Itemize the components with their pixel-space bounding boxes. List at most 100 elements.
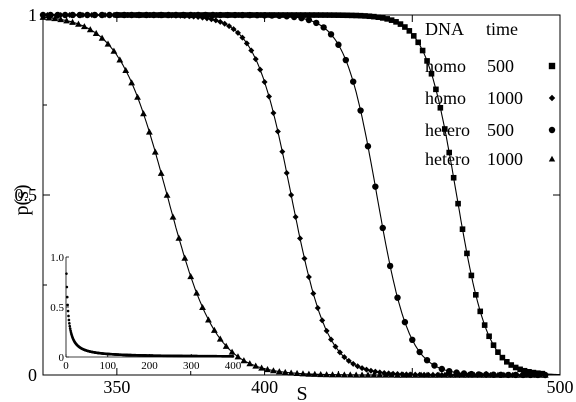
data-point (431, 362, 438, 369)
data-point (486, 333, 492, 340)
legend-header-time: time (486, 19, 518, 39)
data-point (288, 192, 295, 198)
data-point (477, 308, 484, 315)
data-point (354, 363, 361, 370)
data-point (305, 274, 312, 281)
data-point (246, 360, 254, 367)
data-point (379, 15, 386, 21)
data-point (80, 23, 88, 30)
inset-data-point (67, 318, 71, 322)
legend: DNA time homo 500 homo 1000 hetero 500 hetero 1… (425, 19, 556, 169)
x-tick-label: 400 (251, 377, 278, 397)
data-point (446, 149, 453, 156)
data-point (116, 56, 124, 63)
y-tick-label: 1 (28, 5, 37, 25)
data-point (240, 357, 248, 364)
data-point (508, 362, 515, 368)
data-point (336, 349, 343, 356)
data-point (268, 12, 276, 19)
data-point (234, 353, 242, 360)
data-point (248, 47, 255, 54)
plot-frame (42, 14, 561, 376)
inset-x-tick-label: 200 (141, 360, 158, 372)
data-point (375, 14, 382, 20)
legend-marker (548, 62, 556, 70)
data-point (266, 93, 273, 100)
data-point (104, 40, 112, 47)
data-point (151, 148, 159, 155)
data-point (335, 41, 342, 48)
data-point (401, 318, 409, 326)
data-point (323, 327, 330, 334)
data-point (239, 34, 246, 41)
data-point (441, 126, 448, 132)
data-point (428, 70, 435, 77)
fit-line (43, 14, 560, 376)
data-point (314, 304, 321, 311)
data-point (92, 29, 100, 37)
data-point (372, 183, 379, 190)
data-point (310, 290, 317, 297)
axes: 350 400 500 0 0.5 1 (15, 5, 574, 397)
data-point (252, 362, 260, 369)
legend-entry-homo-1000: homo 1000 (425, 88, 556, 108)
data-point (69, 18, 76, 25)
data-point (86, 26, 94, 33)
data-point (346, 371, 354, 378)
data-point (281, 368, 289, 376)
data-point (257, 66, 264, 73)
inset-x-tick-label: 300 (183, 360, 200, 372)
data-point (157, 169, 165, 176)
data-point (145, 128, 153, 135)
data-point (433, 86, 439, 93)
legend-label: homo (425, 88, 466, 108)
data-point (221, 20, 228, 27)
data-point (298, 14, 305, 22)
data-point (313, 19, 320, 27)
data-point (228, 348, 236, 355)
data-point (340, 371, 348, 378)
y-tick-label: 0.5 (15, 185, 38, 205)
legend-label: hetero (425, 149, 470, 169)
data-point (297, 235, 304, 242)
data-point (275, 368, 283, 375)
inset-data-point (68, 322, 71, 325)
data-point (270, 367, 277, 374)
inset-y-tick-label: 1.0 (50, 252, 64, 264)
series-homo-500 (43, 12, 561, 377)
data-point (406, 28, 413, 34)
data-point (274, 128, 281, 135)
legend-label: homo (425, 56, 466, 76)
data-point (320, 24, 327, 31)
data-point (264, 365, 271, 373)
data-point (51, 15, 59, 22)
chart-marks (39, 11, 561, 379)
data-point (283, 13, 290, 20)
data-point (305, 16, 313, 24)
data-point (350, 360, 357, 367)
inset-data-point (65, 285, 69, 289)
fit-line (43, 14, 561, 376)
data-point (261, 79, 268, 86)
data-point (384, 16, 390, 22)
data-point (490, 342, 497, 348)
data-point (323, 371, 331, 378)
data-point (350, 78, 357, 85)
x-axis-label: S (296, 383, 307, 402)
data-point (319, 317, 326, 324)
data-point (175, 234, 183, 241)
data-point (364, 143, 372, 150)
data-point (371, 13, 377, 20)
data-point (362, 13, 368, 19)
inset-data-point (68, 327, 72, 330)
data-point (416, 348, 423, 356)
data-point (415, 39, 421, 46)
data-point (169, 213, 177, 220)
y-axis-label: p(s) (11, 184, 33, 215)
inset-x-tick-label: 0 (63, 360, 69, 372)
data-point (163, 191, 171, 198)
y-tick-label: 0 (28, 365, 37, 385)
data-point (243, 40, 250, 47)
data-point (292, 214, 299, 221)
data-point (409, 336, 416, 344)
